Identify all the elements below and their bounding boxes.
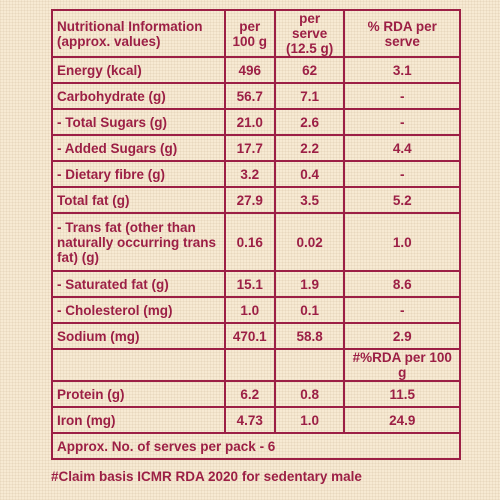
rda-value: 2.9 xyxy=(343,322,461,350)
per-serve-value: 62 xyxy=(273,56,346,84)
rda-value: - xyxy=(343,160,461,188)
rda-per-100g-label: #%RDA per 100 g xyxy=(343,348,461,382)
table-header-row: Nutritional Information (approx. values)… xyxy=(51,9,461,58)
serves-per-pack-note: Approx. No. of serves per pack - 6 xyxy=(51,432,461,460)
table-row: Protein (g) 6.2 0.8 11.5 xyxy=(51,380,461,408)
header-nutritional-information: Nutritional Information (approx. values) xyxy=(51,9,226,58)
table-row: - Saturated fat (g) 15.1 1.9 8.6 xyxy=(51,270,461,298)
header-per-serve: per serve (12.5 g) xyxy=(273,9,346,58)
nutrient-name: Protein (g) xyxy=(51,380,226,408)
nutrient-name: - Saturated fat (g) xyxy=(51,270,226,298)
nutrient-name: Sodium (mg) xyxy=(51,322,226,350)
per-serve-value: 0.1 xyxy=(273,296,346,324)
per-100g-value: 6.2 xyxy=(223,380,276,408)
per-100g-value: 56.7 xyxy=(223,82,276,110)
empty-cell xyxy=(273,348,346,382)
nutrient-name: - Trans fat (other than naturally occurr… xyxy=(51,212,226,272)
table-row: Carbohydrate (g) 56.7 7.1 - xyxy=(51,82,461,110)
per-100g-value: 1.0 xyxy=(223,296,276,324)
rda-value: 5.2 xyxy=(343,186,461,214)
header-per-100g: per 100 g xyxy=(223,9,276,58)
per-serve-value: 1.0 xyxy=(273,406,346,434)
per-serve-value: 2.6 xyxy=(273,108,346,136)
per-serve-value: 58.8 xyxy=(273,322,346,350)
per-100g-value: 0.16 xyxy=(223,212,276,272)
table-row: - Added Sugars (g) 17.7 2.2 4.4 xyxy=(51,134,461,162)
table-row: - Total Sugars (g) 21.0 2.6 - xyxy=(51,108,461,136)
table-row: Sodium (mg) 470.1 58.8 2.9 xyxy=(51,322,461,350)
per-100g-value: 17.7 xyxy=(223,134,276,162)
per-serve-value: 0.8 xyxy=(273,380,346,408)
per-serve-value: 2.2 xyxy=(273,134,346,162)
nutrient-name: Total fat (g) xyxy=(51,186,226,214)
nutrient-name: - Total Sugars (g) xyxy=(51,108,226,136)
claim-basis-note: #Claim basis ICMR RDA 2020 for sedentary… xyxy=(51,469,362,484)
per-serve-value: 3.5 xyxy=(273,186,346,214)
rda-value: 8.6 xyxy=(343,270,461,298)
per-serve-value: 0.4 xyxy=(273,160,346,188)
per-100g-value: 27.9 xyxy=(223,186,276,214)
rda-value: - xyxy=(343,108,461,136)
per-100g-value: 3.2 xyxy=(223,160,276,188)
table-row: Energy (kcal) 496 62 3.1 xyxy=(51,56,461,84)
per-serve-value: 0.02 xyxy=(273,212,346,272)
header-rda-per-serve: % RDA per serve xyxy=(343,9,461,58)
table-row: - Cholesterol (mg) 1.0 0.1 - xyxy=(51,296,461,324)
empty-cell xyxy=(223,348,276,382)
table-row: - Dietary fibre (g) 3.2 0.4 - xyxy=(51,160,461,188)
nutrient-name: - Cholesterol (mg) xyxy=(51,296,226,324)
rda-per-100g-header-row: #%RDA per 100 g xyxy=(51,348,461,382)
serves-per-pack-row: Approx. No. of serves per pack - 6 xyxy=(51,432,461,460)
per-100g-value: 470.1 xyxy=(223,322,276,350)
nutrient-name: Iron (mg) xyxy=(51,406,226,434)
per-100g-value: 4.73 xyxy=(223,406,276,434)
rda-value: 24.9 xyxy=(343,406,461,434)
nutrient-name: - Added Sugars (g) xyxy=(51,134,226,162)
nutrient-name: Carbohydrate (g) xyxy=(51,82,226,110)
rda-value: - xyxy=(343,296,461,324)
nutrient-name: - Dietary fibre (g) xyxy=(51,160,226,188)
per-serve-value: 7.1 xyxy=(273,82,346,110)
rda-value: 11.5 xyxy=(343,380,461,408)
per-100g-value: 496 xyxy=(223,56,276,84)
rda-value: - xyxy=(343,82,461,110)
table-row: Iron (mg) 4.73 1.0 24.9 xyxy=(51,406,461,434)
per-100g-value: 21.0 xyxy=(223,108,276,136)
nutrient-name: Energy (kcal) xyxy=(51,56,226,84)
rda-value: 1.0 xyxy=(343,212,461,272)
rda-value: 4.4 xyxy=(343,134,461,162)
table-row: - Trans fat (other than naturally occurr… xyxy=(51,212,461,272)
table-row: Total fat (g) 27.9 3.5 5.2 xyxy=(51,186,461,214)
per-serve-value: 1.9 xyxy=(273,270,346,298)
empty-cell xyxy=(51,348,226,382)
nutrition-table: Nutritional Information (approx. values)… xyxy=(51,9,461,460)
rda-value: 3.1 xyxy=(343,56,461,84)
per-100g-value: 15.1 xyxy=(223,270,276,298)
